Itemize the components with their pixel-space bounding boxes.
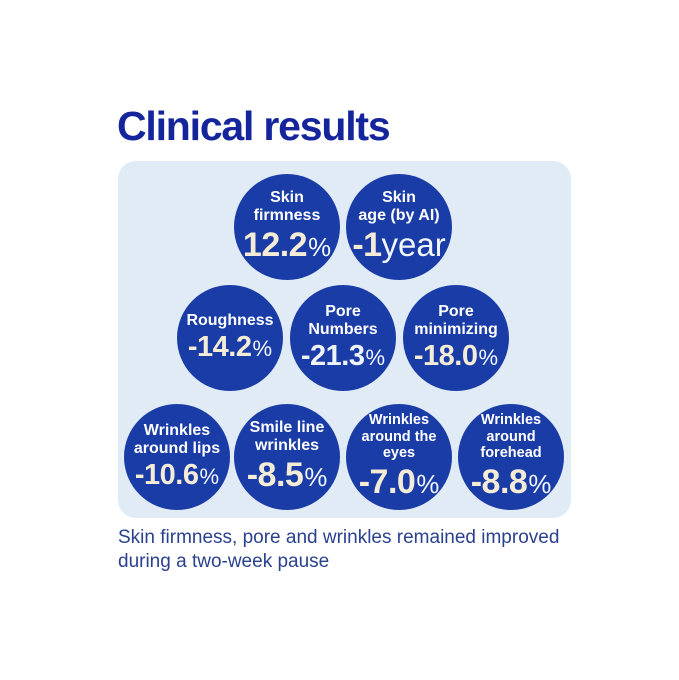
metric-label: Roughness — [186, 312, 274, 329]
metric-number: -8.8 — [470, 462, 528, 501]
metric-label: Wrinkles around the eyes — [361, 412, 437, 462]
metric-bubble-skin-firmness: Skin firmness 12.2 % — [234, 174, 340, 280]
metric-number: -18.0 — [413, 340, 478, 372]
metric-value: -8.5 % — [247, 456, 328, 495]
metric-unit: % — [478, 345, 499, 370]
metric-label: Pore Numbers — [308, 303, 378, 338]
metric-unit: year — [381, 226, 446, 263]
metric-bubble-wrinkles-forehead: Wrinkles around forehead -8.8 % — [458, 404, 564, 510]
metric-value: -7.0 % — [359, 463, 440, 502]
footnote-caption: Skin firmness, pore and wrinkles remaine… — [118, 527, 560, 572]
metric-label: Smile line wrinkles — [249, 419, 325, 454]
metric-bubble-pore-numbers: Pore Numbers -21.3 % — [290, 285, 396, 391]
metric-value: -1 year — [352, 226, 445, 265]
metric-number: 12.2 — [242, 226, 308, 264]
metric-unit: % — [416, 470, 440, 499]
metric-label: Wrinkles around lips — [133, 422, 221, 457]
metric-value: -14.2 % — [188, 331, 272, 364]
metric-unit: % — [199, 464, 220, 489]
metric-label: Pore minimizing — [414, 303, 498, 338]
metric-bubble-pore-minimizing: Pore minimizing -18.0 % — [403, 285, 509, 391]
metric-number: -1 — [352, 226, 382, 264]
metric-unit: % — [528, 470, 552, 499]
metric-value: 12.2 % — [243, 226, 331, 265]
metric-label: Skin firmness — [253, 189, 321, 224]
metric-unit: % — [308, 234, 332, 262]
metric-value: -18.0 % — [414, 340, 498, 373]
metric-value: -10.6 % — [135, 459, 219, 492]
metric-bubble-smile-line: Smile line wrinkles -8.5 % — [234, 404, 340, 510]
metric-unit: % — [304, 464, 328, 492]
metric-value: -8.8 % — [471, 463, 552, 502]
page-title: Clinical results — [117, 103, 391, 149]
metric-number: -7.0 — [358, 462, 416, 501]
metric-label: Wrinkles around forehead — [480, 412, 542, 462]
metric-number: -14.2 — [187, 331, 252, 363]
metric-bubble-wrinkles-lips: Wrinkles around lips -10.6 % — [124, 404, 230, 510]
metric-bubble-roughness: Roughness -14.2 % — [177, 285, 283, 391]
metric-unit: % — [365, 345, 386, 370]
metric-bubble-skin-age: Skin age (by AI) -1 year — [346, 174, 452, 280]
metric-number: -8.5 — [246, 456, 304, 494]
metric-number: -10.6 — [134, 459, 199, 491]
metric-label: Skin age (by AI) — [358, 189, 440, 224]
metric-unit: % — [252, 336, 273, 361]
metric-number: -21.3 — [300, 340, 365, 372]
metric-bubble-wrinkles-eyes: Wrinkles around the eyes -7.0 % — [346, 404, 452, 510]
metric-value: -21.3 % — [301, 340, 385, 373]
